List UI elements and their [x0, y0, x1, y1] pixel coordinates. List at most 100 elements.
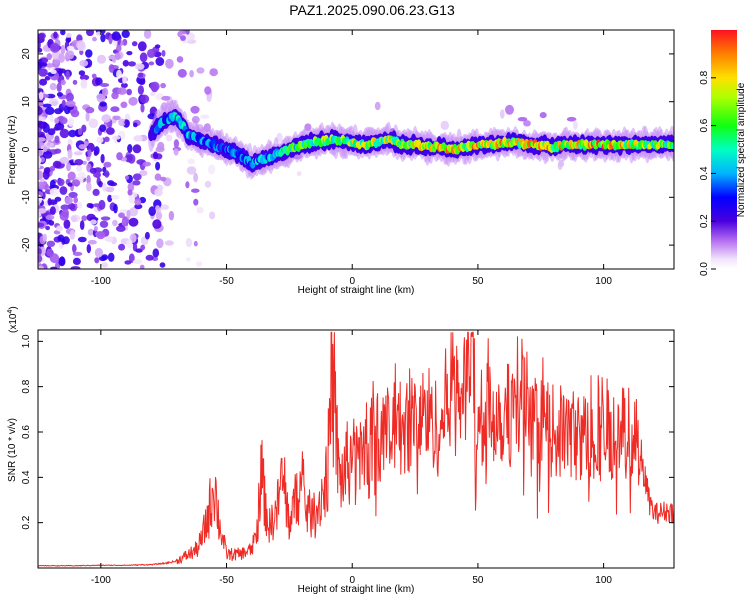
- spectrogram-noise-cell: [127, 189, 133, 196]
- spectrogram-noise-cell: [48, 220, 55, 226]
- spectrogram-noise-cell: [558, 160, 565, 168]
- spectrogram-noise-cell: [118, 118, 126, 127]
- spectrogram-noise-cell: [38, 68, 48, 77]
- spectrogram-noise-cell: [132, 259, 143, 265]
- spectrogram-noise-cell: [49, 206, 56, 216]
- spectrogram-noise-cell: [78, 70, 86, 76]
- colorbar-tick-label: 0.2: [699, 214, 710, 228]
- spectrogram-noise-cell: [156, 238, 164, 249]
- spectrogram-noise-cell: [100, 216, 111, 221]
- y-tick-label: 0.4: [21, 470, 32, 484]
- spectrogram-noise-cell: [73, 151, 83, 156]
- spectrogram-noise-cell: [114, 52, 121, 61]
- spectrogram-noise-cell: [153, 220, 160, 227]
- spectrogram-noise-cell: [139, 94, 150, 104]
- spectrogram-noise-cell: [112, 219, 118, 227]
- spectrogram-noise-cell: [65, 92, 74, 103]
- spectrogram-noise-cell: [186, 257, 191, 262]
- spectrogram-noise-cell: [68, 191, 78, 199]
- spectrogram-noise-cell: [65, 32, 73, 38]
- spectrogram-noise-cell: [61, 99, 66, 108]
- spectrogram-noise-cell: [137, 41, 147, 52]
- spectrogram-noise-cell: [67, 149, 73, 159]
- colorbar-tick-label: 0.8: [699, 70, 710, 84]
- spectrogram-noise-cell: [38, 181, 47, 187]
- spectrogram-noise-cell: [104, 186, 115, 193]
- y-tick-label: 0.8: [21, 379, 32, 393]
- spectrogram-noise-cell: [69, 229, 76, 240]
- colorbar: 0.0 0.2 0.4 0.6 0.8 Normalized spectral ampl…: [699, 30, 747, 276]
- spectrogram-noise-cell: [177, 68, 187, 78]
- spectrogram-noise-cell: [86, 175, 91, 185]
- spectrogram-noise-cell: [49, 253, 60, 264]
- spectrogram-noise-cell: [104, 170, 110, 178]
- spectrogram-noise-cell: [79, 74, 90, 81]
- spectrogram-noise-cell: [539, 112, 547, 119]
- spectrogram-noise-cell: [76, 40, 86, 50]
- spectrogram-noise-cell: [45, 106, 55, 115]
- spectrogram-noise-cell: [566, 116, 577, 122]
- spectrogram-noise-cell: [94, 247, 103, 258]
- spectrogram-noise-cell: [134, 198, 142, 206]
- spectrogram-noise-cell: [81, 215, 87, 222]
- spectrogram-noise-cell: [112, 115, 121, 121]
- spectrogram-noise-cell: [101, 262, 109, 268]
- spectrogram-noise-cell: [72, 79, 78, 85]
- x-tick-label: 100: [595, 575, 612, 586]
- svg-text:(x104): (x104): [7, 306, 19, 333]
- spectrogram-noise-cell: [71, 215, 77, 223]
- spectrogram-noise-cell: [573, 120, 578, 130]
- colorbar-tick-label: 0.6: [699, 118, 710, 132]
- spectrogram-noise-cell: [72, 257, 81, 265]
- spectrogram-noise-cell: [38, 222, 45, 228]
- spectrogram-noise-cell: [374, 101, 381, 111]
- spectrogram-noise-cell: [65, 70, 70, 80]
- spectrogram-noise-cell: [59, 156, 70, 164]
- spectrogram-noise-cell: [500, 109, 505, 119]
- spectrogram-noise-cell: [49, 82, 57, 91]
- spectrogram-noise-cell: [138, 170, 148, 177]
- spectrogram-noise-cell: [124, 260, 132, 265]
- spectrogram-noise-cell: [67, 203, 76, 210]
- spectrogram-noise-cell: [95, 77, 103, 86]
- spectrogram-noise-cell: [96, 136, 104, 144]
- spectrogram-noise-cell: [139, 52, 148, 63]
- spectrogram-noise-cell: [90, 219, 97, 225]
- spectrogram-noise-cell: [124, 154, 133, 163]
- spectrogram-noise-cell: [128, 96, 138, 106]
- spectrogram-noise-cell: [112, 135, 121, 140]
- spectrogram-noise-cell: [154, 173, 162, 181]
- spectrogram-noise-cell: [86, 213, 96, 222]
- spectrogram-noise-cell: [77, 171, 86, 180]
- spectrogram-noise-cell: [77, 128, 83, 136]
- spectrogram-noise-cell: [196, 67, 205, 74]
- spectrogram-noise-cell: [111, 194, 120, 200]
- spectrogram-noise-cell: [50, 69, 57, 74]
- spectrogram-noise-cell: [39, 78, 48, 86]
- spectrogram-noise-cell: [155, 57, 165, 66]
- spectrogram-noise-cell: [118, 212, 125, 219]
- y-tick-label: 10: [21, 96, 32, 108]
- snr-panel: -100 -50 0 50 100 0.2 0.4 0.6 0.8 1.0 Height of s…: [7, 306, 675, 595]
- spectrogram-noise-cell: [68, 117, 74, 127]
- spectrogram-noise-cell: [58, 68, 66, 74]
- spectrogram-noise-cell: [127, 144, 133, 153]
- spectrogram-noise-cell: [102, 87, 109, 97]
- spectrogram-noise-cell: [208, 164, 216, 175]
- spectrogram-noise-cell: [109, 182, 118, 187]
- spectrogram-noise-cell: [67, 171, 76, 181]
- spectrogram-y-axis-label: Frequency (Hz): [7, 116, 18, 185]
- spectrogram-noise-cell: [154, 44, 161, 49]
- spectrogram-noise-cell: [196, 206, 204, 214]
- spectrogram-noise-cell: [111, 31, 121, 41]
- spectrogram-noise-cell: [120, 101, 128, 109]
- spectrogram-noise-cell: [38, 137, 46, 142]
- spectrogram-noise-cell: [134, 63, 145, 70]
- spectrogram-noise-cell: [161, 50, 166, 57]
- spectrogram-noise-cell: [80, 79, 88, 89]
- spectrogram-noise-cell: [164, 240, 174, 246]
- spectrogram-noise-cell: [87, 149, 92, 157]
- spectrogram-noise-cell: [47, 128, 56, 136]
- spectrogram-noise-cell: [131, 41, 138, 47]
- spectrogram-noise-cell: [38, 254, 43, 263]
